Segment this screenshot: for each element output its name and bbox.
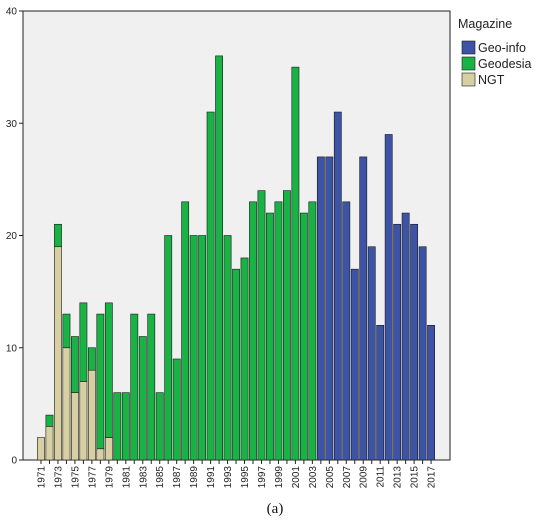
x-tick-label: 1985 xyxy=(155,466,166,489)
legend: Magazine Geo-info Geodesia NGT xyxy=(458,17,532,87)
legend-title: Magazine xyxy=(458,17,512,31)
bar-geodesia-1993 xyxy=(223,235,232,461)
bar-geo-info-2004 xyxy=(316,156,325,461)
bar-ngt-1971 xyxy=(37,437,45,461)
bar-geodesia-1973 xyxy=(54,223,62,248)
bar-geo-info-2016 xyxy=(418,246,427,461)
bar-geo-info-2013 xyxy=(393,223,402,461)
x-tick-label: 1997 xyxy=(257,466,268,489)
bar-geodesia-1983 xyxy=(138,336,147,461)
x-tick-label: 1989 xyxy=(189,466,200,489)
bar-geodesia-1982 xyxy=(130,313,139,461)
y-tick-label: 10 xyxy=(6,343,18,354)
bar-ngt-1978 xyxy=(96,448,105,461)
x-tick-label: 2001 xyxy=(291,466,302,489)
x-tick-label: 2017 xyxy=(427,466,438,489)
bar-geodesia-1985 xyxy=(155,392,164,461)
x-tick-label: 1971 xyxy=(37,466,48,489)
bar-geodesia-1999 xyxy=(274,201,283,461)
bar-geodesia-1987 xyxy=(172,358,181,461)
bar-geodesia-2003 xyxy=(308,201,317,461)
bar-geodesia-1988 xyxy=(181,201,190,461)
x-tick-label: 1977 xyxy=(87,466,98,489)
legend-label-geodesia: Geodesia xyxy=(478,57,532,71)
bar-geodesia-1981 xyxy=(121,392,130,461)
bar-geodesia-1998 xyxy=(266,212,274,461)
x-tick-label: 2015 xyxy=(410,466,421,489)
bar-geodesia-1986 xyxy=(164,235,173,461)
x-tick-label: 2005 xyxy=(325,466,336,489)
x-tick-label: 2003 xyxy=(308,466,319,489)
y-axis: 0 10 20 30 40 xyxy=(6,7,23,467)
bar-geodesia-2001 xyxy=(291,66,300,461)
bar-geo-info-2012 xyxy=(384,134,393,461)
x-tick-label: 1973 xyxy=(53,466,64,489)
bar-geodesia-1992 xyxy=(215,55,223,461)
bars-group xyxy=(37,55,435,461)
bar-geo-info-2017 xyxy=(427,324,435,461)
x-tick-label: 1981 xyxy=(121,466,132,489)
y-tick-label: 20 xyxy=(6,231,18,242)
bar-geo-info-2009 xyxy=(359,156,368,461)
x-tick-label: 2007 xyxy=(342,466,353,489)
bar-geo-info-2011 xyxy=(376,324,385,461)
bar-ngt-1979 xyxy=(104,437,113,461)
bar-geo-info-2005 xyxy=(325,156,334,461)
x-tick-label: 1975 xyxy=(70,466,81,489)
figure-caption: (a) xyxy=(266,501,284,517)
bar-geodesia-1990 xyxy=(198,235,207,461)
x-tick-label: 2009 xyxy=(359,466,370,489)
bar-geodesia-1984 xyxy=(147,313,156,461)
bar-geodesia-1979 xyxy=(104,302,113,438)
legend-label-geo-info: Geo-info xyxy=(478,41,526,55)
bar-geo-info-2006 xyxy=(333,111,342,461)
bar-geodesia-1991 xyxy=(206,111,215,461)
x-tick-label: 1991 xyxy=(206,466,217,489)
x-tick-label: 1979 xyxy=(104,466,115,489)
x-tick-label: 2011 xyxy=(376,466,387,488)
bar-geodesia-1975 xyxy=(71,336,79,393)
bar-geodesia-1974 xyxy=(62,313,71,349)
bar-geodesia-1997 xyxy=(257,190,266,461)
bar-geo-info-2007 xyxy=(342,201,351,461)
bar-ngt-1976 xyxy=(79,381,88,461)
bar-geo-info-2015 xyxy=(410,223,419,461)
bar-geodesia-1995 xyxy=(240,257,249,461)
bar-geodesia-1976 xyxy=(79,302,88,382)
bar-ngt-1972 xyxy=(45,426,54,461)
x-tick-label: 1987 xyxy=(172,466,183,489)
bar-geo-info-2014 xyxy=(401,212,410,461)
x-tick-label: 1995 xyxy=(240,466,251,489)
bar-geodesia-1972 xyxy=(45,414,54,427)
bar-ngt-1973 xyxy=(54,246,62,461)
y-tick-label: 30 xyxy=(6,119,18,130)
bar-geodesia-2002 xyxy=(299,212,308,461)
legend-swatch-geo-info xyxy=(461,40,476,55)
legend-swatch-ngt xyxy=(461,72,476,87)
bar-geodesia-1980 xyxy=(113,392,122,461)
bar-geodesia-1989 xyxy=(189,235,198,461)
bar-ngt-1975 xyxy=(71,392,79,461)
x-tick-label: 1999 xyxy=(274,466,285,489)
bar-ngt-1974 xyxy=(62,347,71,461)
y-tick-label: 40 xyxy=(6,7,18,18)
bar-geo-info-2008 xyxy=(350,268,359,461)
x-tick-label: 2013 xyxy=(393,466,404,489)
x-axis: 1971 1973 1975 1977 1979 1981 1983 1985 1987 1989… xyxy=(37,460,438,488)
x-tick-label: 1993 xyxy=(223,466,234,489)
bar-geo-info-2010 xyxy=(367,246,376,461)
bar-geodesia-1977 xyxy=(87,347,96,371)
bar-geodesia-1978 xyxy=(96,313,105,450)
legend-label-ngt: NGT xyxy=(478,73,505,87)
x-tick-label: 1983 xyxy=(138,466,149,489)
y-tick-label: 0 xyxy=(11,456,17,467)
bar-geodesia-1996 xyxy=(249,201,257,461)
bar-ngt-1977 xyxy=(87,369,96,461)
bar-geodesia-2000 xyxy=(283,190,291,461)
legend-swatch-geodesia xyxy=(461,56,476,71)
bar-geodesia-1994 xyxy=(232,268,240,461)
